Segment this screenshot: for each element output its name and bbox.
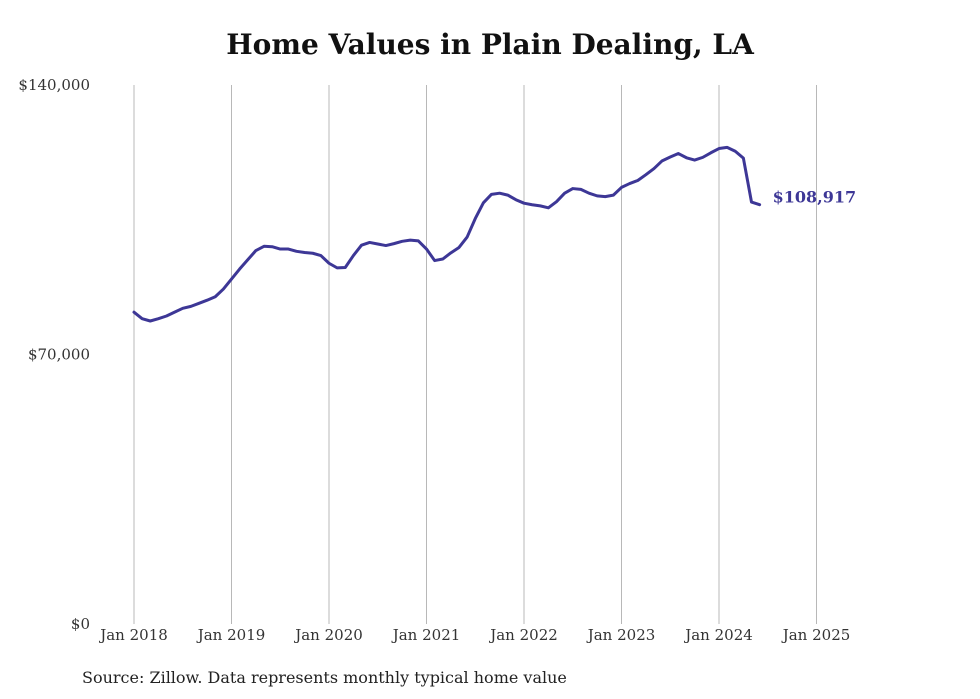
x-tick-label: Jan 2025 (781, 626, 851, 644)
x-tick-label: Jan 2018 (98, 626, 168, 644)
chart-title: Home Values in Plain Dealing, LA (226, 28, 754, 61)
series-line (132, 145, 762, 323)
y-tick-label: $0 (71, 615, 90, 633)
series-layer (132, 145, 762, 323)
end-value-label: $108,917 (773, 188, 857, 207)
x-axis-ticks: Jan 2018 Jan 2019 Jan 2020 Jan 2021 Jan 2022… (98, 626, 850, 644)
y-tick-label: $140,000 (18, 76, 90, 94)
grid-lines (133, 85, 817, 624)
source-note: Source: Zillow. Data represents monthly … (82, 668, 567, 687)
x-tick-label: Jan 2020 (293, 626, 363, 644)
data-labels: $108,917 (773, 188, 857, 207)
x-tick-label: Jan 2022 (488, 626, 558, 644)
x-tick-label: Jan 2023 (586, 626, 656, 644)
y-axis-ticks: $0 $70,000 $140,000 (18, 76, 90, 633)
x-tick-label: Jan 2024 (683, 626, 753, 644)
y-tick-label: $70,000 (28, 346, 90, 364)
x-tick-label: Jan 2021 (391, 626, 461, 644)
x-tick-label: Jan 2019 (196, 626, 266, 644)
